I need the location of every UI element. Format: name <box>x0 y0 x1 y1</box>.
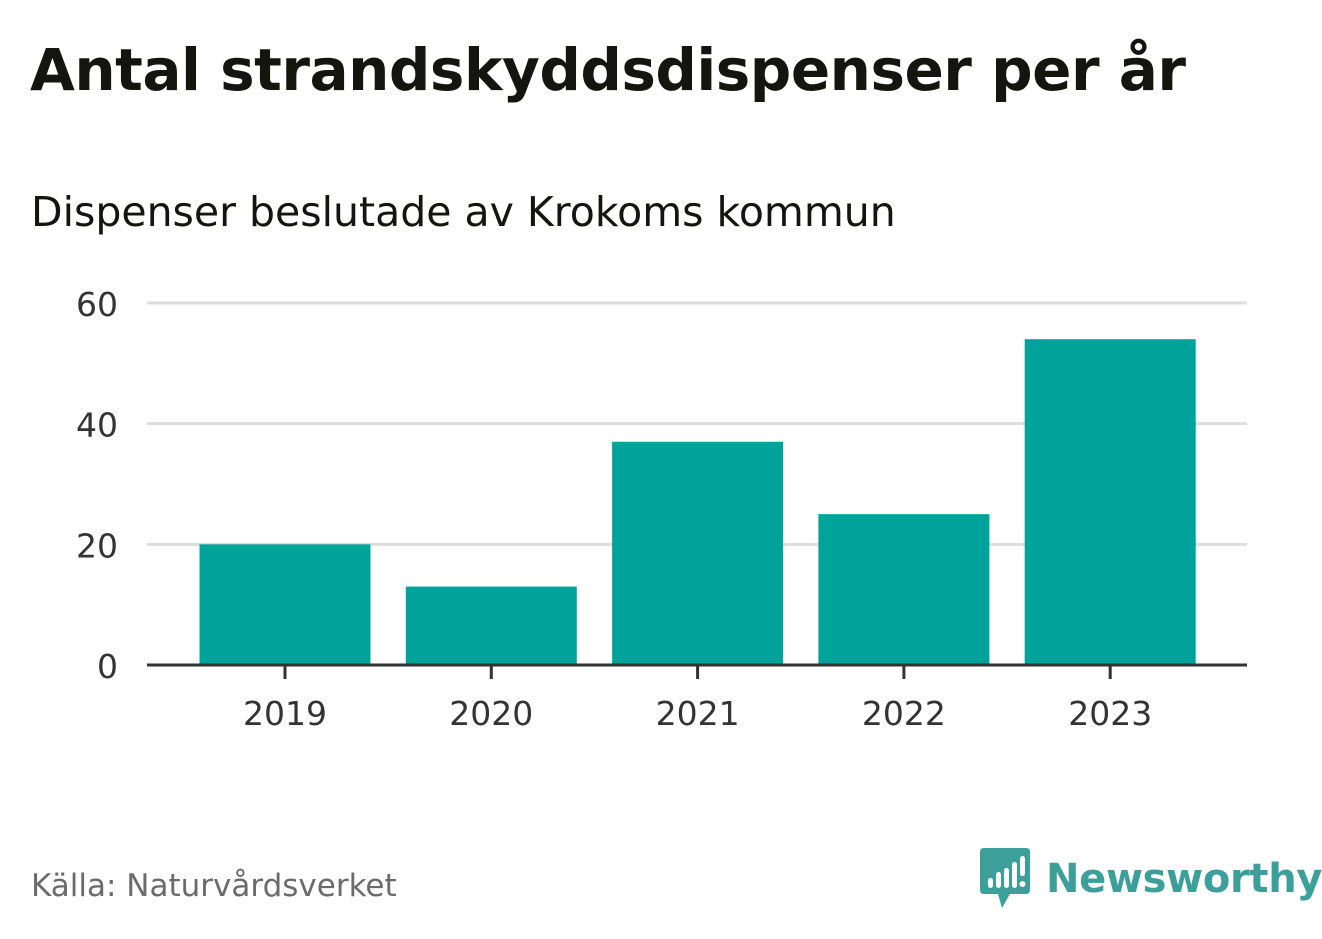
bar-2022 <box>818 514 990 665</box>
bar-2023 <box>1024 339 1196 665</box>
y-axis-ticks: 0 20 40 60 <box>76 285 118 686</box>
bar-chart: 0 20 40 60 2019 2020 2021 2022 2023 <box>76 285 1247 733</box>
x-tick-label: 2019 <box>243 694 327 733</box>
bars <box>199 339 1196 665</box>
chart-title: Antal strandskyddsdispenser per år <box>30 36 1186 104</box>
chart-subtitle: Dispenser beslutade av Krokoms kommun <box>31 188 896 236</box>
x-tick-label: 2021 <box>656 694 740 733</box>
source-note: Källa: Naturvårdsverket <box>31 868 397 904</box>
x-tick-label: 2020 <box>449 694 533 733</box>
bar-2019 <box>199 544 371 665</box>
bar-2020 <box>405 586 577 665</box>
y-tick-label: 40 <box>76 406 118 445</box>
bar-2021 <box>612 441 784 665</box>
brand-logo: Newsworthy <box>980 848 1322 910</box>
y-tick-label: 20 <box>76 526 118 565</box>
x-axis-ticks: 2019 2020 2021 2022 2023 <box>243 665 1152 733</box>
brand-name: Newsworthy <box>1046 856 1322 902</box>
newsworthy-logo-icon <box>980 848 1030 908</box>
y-tick-label: 60 <box>76 285 118 324</box>
y-tick-label: 0 <box>97 647 118 686</box>
x-tick-label: 2022 <box>862 694 946 733</box>
x-tick-label: 2023 <box>1068 694 1152 733</box>
